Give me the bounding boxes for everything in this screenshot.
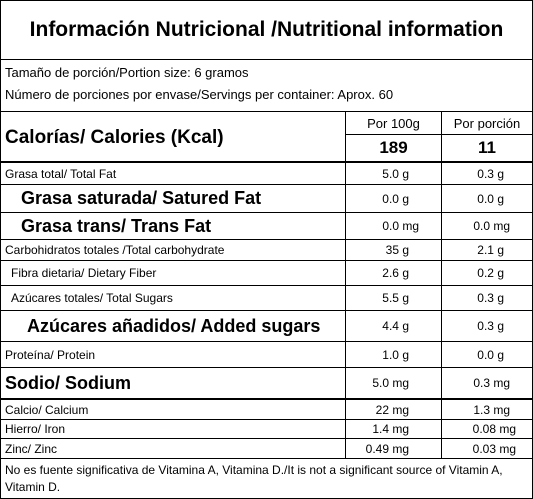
nutrient-per-100g: 0.0 mg xyxy=(382,219,419,233)
nutrient-per-100g: 5.0 mg xyxy=(372,376,409,390)
divider xyxy=(1,310,532,311)
nutrient-per-serving: 0.3 mg xyxy=(473,376,510,390)
per-serving-header: Por porción xyxy=(453,115,521,131)
divider xyxy=(1,398,532,400)
nutrient-label: Grasa trans/ Trans Fat xyxy=(21,215,212,236)
nutrient-per-100g: 0.49 mg xyxy=(365,441,409,456)
nutrient-per-serving: 0.3 g xyxy=(477,319,504,333)
nutrient-per-100g: 2.6 g xyxy=(382,266,409,280)
divider xyxy=(1,458,532,459)
nutrient-label: Fibra dietaria/ Dietary Fiber xyxy=(11,266,157,280)
nutrient-per-serving: 0.08 mg xyxy=(472,422,516,436)
divider xyxy=(1,239,532,240)
nutrient-label: Zinc/ Zinc xyxy=(5,441,58,456)
nutrient-per-serving: 0.03 mg xyxy=(472,441,516,456)
calories-per-serving: 11 xyxy=(478,137,496,157)
nutrient-label: Calcio/ Calcium xyxy=(5,402,89,417)
column-divider xyxy=(441,111,442,458)
serving-size: Tamaño de porción/Portion size: 6 gramos xyxy=(5,65,249,80)
divider xyxy=(1,260,532,261)
divider xyxy=(346,134,532,135)
nutrient-per-serving: 0.2 g xyxy=(477,266,504,280)
nutrient-per-serving: 0.0 g xyxy=(477,191,504,206)
nutrient-per-100g: 1.0 g xyxy=(382,347,409,362)
nutrient-per-100g: 35 g xyxy=(385,243,409,257)
nutrient-label: Sodio/ Sodium xyxy=(5,372,131,393)
divider xyxy=(1,367,532,368)
nutrient-label: Proteína/ Protein xyxy=(5,347,96,362)
servings-per-container: Número de porciones por envase/Servings … xyxy=(5,87,394,102)
nutrient-label: Azúcares añadidos/ Added sugars xyxy=(27,315,321,336)
nutrient-per-serving: 1.3 mg xyxy=(473,402,510,417)
divider xyxy=(1,341,532,342)
nutrient-label: Carbohidratos totales /Total carbohydrat… xyxy=(5,243,225,257)
nutrient-per-serving: 0.0 g xyxy=(477,347,504,362)
per-100g-header: Por 100g xyxy=(367,115,420,131)
nutrient-per-100g: 5.5 g xyxy=(382,291,409,305)
nutrient-per-serving: 0.3 g xyxy=(477,291,504,305)
divider xyxy=(1,111,532,112)
nutrient-per-100g: 22 mg xyxy=(375,402,409,417)
panel-title: Información Nutricional /Nutritional inf… xyxy=(1,1,532,60)
column-divider xyxy=(345,111,346,458)
nutrient-label: Hierro/ Iron xyxy=(5,422,66,436)
nutrient-per-100g: 5.0 g xyxy=(382,166,409,181)
divider xyxy=(1,161,532,163)
nutrient-per-serving: 2.1 g xyxy=(477,243,504,257)
calories-per-100g: 189 xyxy=(379,137,408,157)
divider xyxy=(1,438,532,439)
nutrient-per-serving: 0.0 mg xyxy=(473,219,510,233)
nutrient-label: Azúcares totales/ Total Sugars xyxy=(11,291,173,305)
nutrient-per-100g: 0.0 g xyxy=(382,191,409,206)
divider xyxy=(1,184,532,185)
nutrient-label: Grasa total/ Total Fat xyxy=(5,166,117,181)
calories-label: Calorías/ Calories (Kcal) xyxy=(5,127,224,148)
nutrient-per-100g: 1.4 mg xyxy=(372,422,409,436)
divider xyxy=(1,285,532,286)
nutrient-per-100g: 4.4 g xyxy=(382,319,409,333)
footnote: No es fuente significativa de Vitamina A… xyxy=(5,463,503,494)
nutrient-per-serving: 0.3 g xyxy=(477,166,504,181)
divider xyxy=(1,212,532,213)
divider xyxy=(1,419,532,420)
nutrient-label: Grasa saturada/ Satured Fat xyxy=(21,188,262,208)
